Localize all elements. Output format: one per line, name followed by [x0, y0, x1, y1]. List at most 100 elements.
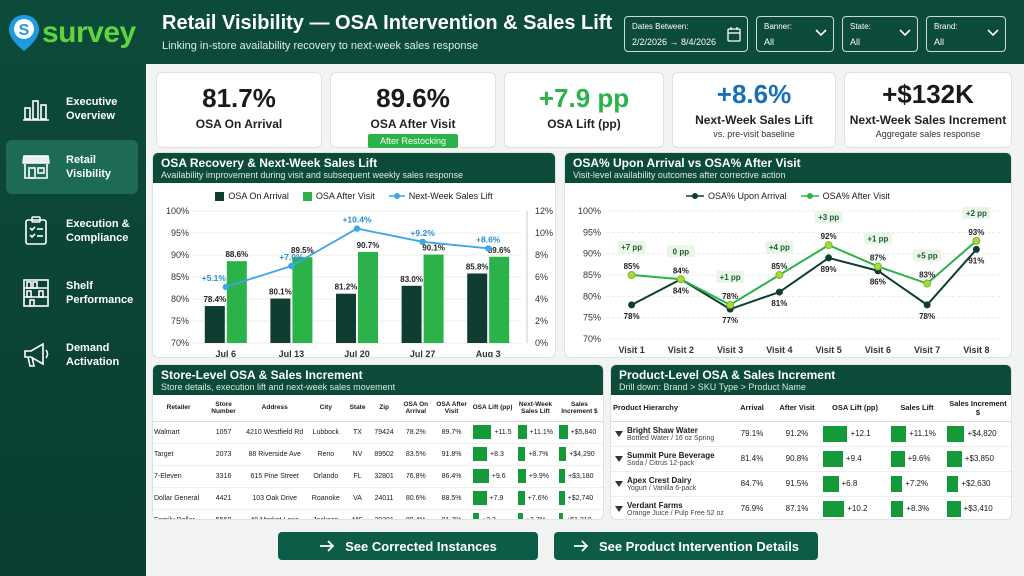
bar-value-label: +$3,850	[964, 454, 994, 463]
table-cell: 7-Eleven	[153, 465, 205, 488]
y-tick-label: 85%	[171, 272, 189, 282]
table-cell: Dollar General	[153, 487, 205, 510]
table-row[interactable]: 7-Eleven 3316 615 Pine Street Orlando FL 3280…	[153, 465, 603, 488]
column-header[interactable]: Sales Increment $	[555, 395, 603, 422]
value-bar	[891, 500, 904, 517]
table-bar-cell: +11.1%	[514, 421, 556, 444]
x-tick-label: Visit 7	[914, 345, 940, 355]
date-range-filter[interactable]: Dates Between: 2/2/2026 → 8/4/2026	[624, 16, 748, 52]
table-cell: 5568	[204, 509, 243, 519]
column-header[interactable]: City	[306, 395, 346, 422]
table-row[interactable]: Target 2073 88 Riverside Ave Reno NV 89502 83.…	[153, 443, 603, 466]
chart-legend: OSA On Arrival OSA After Visit Next-Week…	[153, 191, 555, 201]
product-name: Verdant Farms	[627, 500, 683, 510]
expand-chevron-icon[interactable]	[615, 455, 623, 462]
table-bar-cell: +$1,210	[555, 509, 603, 520]
nav-item-retail-visibility[interactable]: Retail Visibility	[6, 140, 138, 194]
column-header[interactable]: Product Hierarchy	[611, 395, 731, 422]
table-bar-cell: +$2,630	[945, 471, 1011, 497]
table-cell: 91.2%	[773, 421, 821, 447]
table-cell: 80.6%	[398, 487, 434, 510]
column-header[interactable]: Zip	[369, 395, 399, 422]
column-header[interactable]: Arrival	[731, 395, 773, 422]
expand-chevron-icon[interactable]	[615, 430, 623, 437]
kpi-label: Next-Week Sales Lift	[695, 113, 813, 127]
osa-after-point	[775, 271, 784, 279]
value-bar	[472, 513, 480, 519]
table-cell: 32801	[369, 465, 399, 488]
bar-osa-on-arrival	[401, 285, 422, 343]
legend-item: OSA% Upon Arrival	[686, 191, 787, 201]
table-cell: 88.5%	[433, 487, 470, 510]
column-header[interactable]: OSA Lift (pp)	[821, 395, 889, 422]
filter-value: 2/2/2026 → 8/4/2026	[632, 37, 717, 47]
button-label: See Corrected Instances	[345, 538, 497, 554]
table-row[interactable]: Dollar General 4421 103 Oak Drive Roanoke VA…	[153, 487, 603, 510]
product-detail: Soda / Citrus 12-pack	[627, 459, 695, 467]
osa-after-point	[627, 271, 636, 279]
brand-filter[interactable]: Brand: All	[926, 16, 1006, 52]
product-row[interactable]: Bright Shaw Water Bottled Water / 16 oz S…	[611, 421, 1011, 447]
table-row[interactable]: Walmart 1057 4210 Westfield Rd Lubbock TX 794…	[153, 421, 603, 444]
nav-item-execution-compliance[interactable]: Execution & Compliance	[6, 204, 138, 258]
table-cell: 4210 Westfield Rd	[242, 421, 307, 444]
value-bar	[558, 469, 566, 483]
product-row[interactable]: Verdant Farms Orange Juice / Pulp Free 52…	[611, 496, 1011, 519]
table-bar-cell: +9.6%	[889, 446, 945, 472]
expand-chevron-icon[interactable]	[615, 505, 623, 512]
see-product-intervention-button[interactable]: See Product Intervention Details	[554, 532, 818, 560]
column-header[interactable]: Store Number	[204, 395, 243, 422]
table-cell: 91.5%	[773, 471, 821, 497]
banner-filter[interactable]: Banner: All	[756, 16, 834, 52]
column-header[interactable]: OSA After Visit	[433, 395, 470, 422]
osa-arrival-point	[628, 301, 636, 309]
table-cell: 39201	[369, 509, 399, 519]
osa-arrival-point	[972, 245, 980, 253]
arrow-right-icon	[573, 540, 589, 552]
osa-arrival-point	[923, 301, 931, 309]
product-row[interactable]: Summit Pure Beverage Soda / Citrus 12-pac…	[611, 446, 1011, 472]
arrow-right-icon	[320, 540, 335, 552]
x-tick-label: Visit 2	[668, 345, 694, 355]
y-tick-label: 70%	[171, 338, 189, 348]
lift-badge	[913, 249, 942, 262]
nav-item-executive-overview[interactable]: Executive Overview	[6, 82, 138, 136]
data-label: 92%	[821, 232, 837, 241]
see-corrected-instances-button[interactable]: See Corrected Instances	[278, 532, 538, 560]
value-bar	[472, 491, 487, 505]
bar-value-label: +$1,210	[566, 516, 592, 520]
column-header[interactable]: Retailer	[153, 395, 205, 422]
table-cell: 4421	[204, 487, 243, 510]
column-header[interactable]: Sales Lift	[889, 395, 945, 422]
table-cell: 3316	[204, 465, 243, 488]
product-level-panel: Product-Level OSA & Sales Increment Dril…	[610, 364, 1012, 520]
column-header[interactable]: Address	[242, 395, 307, 422]
product-row[interactable]: Apex Crest Dairy Yogurt / Vanilla 6-pack 8…	[611, 471, 1011, 497]
column-header[interactable]: After Visit	[773, 395, 821, 422]
table-cell: 24011	[369, 487, 399, 510]
state-filter[interactable]: State: All	[842, 16, 918, 52]
expand-chevron-icon[interactable]	[615, 480, 623, 487]
value-bar	[472, 469, 489, 483]
column-header[interactable]: OSA Lift (pp)	[469, 395, 515, 422]
column-header[interactable]: Next-Week Sales Lift	[514, 395, 556, 422]
column-header[interactable]: Sales Increment $	[945, 395, 1011, 422]
nav-item-demand-activation[interactable]: Demand Activation	[6, 328, 138, 382]
bar-value-label: +9.9%	[528, 472, 549, 480]
shelf-icon	[16, 277, 56, 309]
table-bar-cell: +$2,740	[555, 487, 603, 510]
product-detail: Bottled Water / 16 oz Spring	[627, 434, 715, 442]
table-cell: 79424	[369, 421, 399, 444]
product-hierarchy-cell: Summit Pure Beverage Soda / Citrus 12-pac…	[611, 446, 731, 472]
table-cell: Jackson	[306, 509, 346, 519]
panel-subtitle: Drill down: Brand > SKU Type > Product N…	[619, 382, 806, 392]
osa-after-point	[676, 275, 685, 284]
table-row[interactable]: Family Dollar 5568 49 Market Lane Jackson MS…	[153, 509, 603, 520]
product-hierarchy-cell: Apex Crest Dairy Yogurt / Vanilla 6-pack	[611, 471, 731, 497]
nav-item-shelf-performance[interactable]: Shelf Performance	[6, 266, 138, 320]
kpi-sales-increment: +$132K Next-Week Sales Increment Aggrega…	[844, 72, 1012, 148]
column-header[interactable]: OSA On Arrival	[398, 395, 434, 422]
value-bar	[558, 491, 565, 505]
table-bar-cell: +$4,820	[945, 421, 1011, 447]
column-header[interactable]: State	[345, 395, 370, 422]
